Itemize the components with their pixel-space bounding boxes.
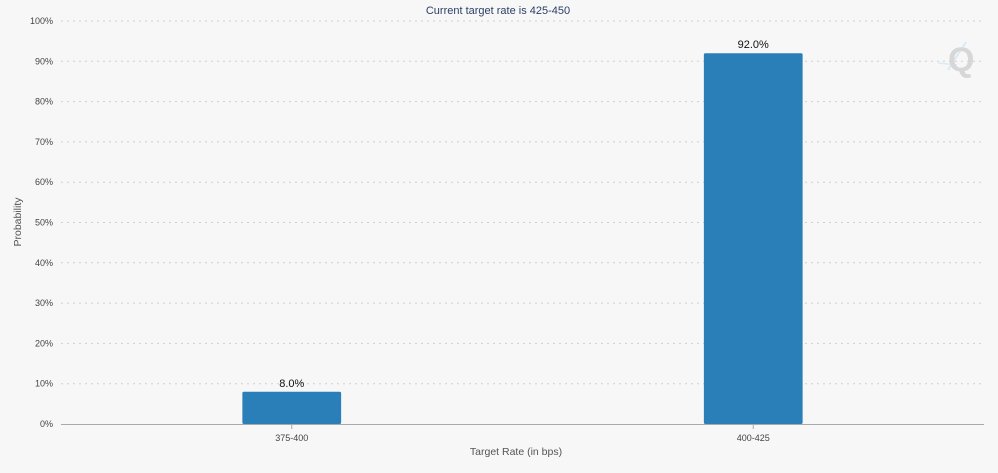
y-tick-label: 30% [35,298,53,308]
data-label-375-400: 8.0% [279,378,304,390]
grid-lines [61,20,984,385]
x-axis-title: Target Rate (in bps) [470,446,562,458]
data-label-400-425: 92.0% [738,39,769,51]
y-tick-label: 40% [35,258,53,268]
x-axis-tick-labels: 375-400 400-425 [275,424,770,443]
y-tick-label: 100% [30,16,53,26]
data-labels: 8.0% 92.0% [279,39,769,390]
bars [242,53,803,425]
svg-text:Q: Q [948,41,974,79]
x-tick-label: 400-425 [737,433,770,443]
y-tick-label: 50% [35,218,53,228]
bar-375-400 [242,391,342,424]
y-axis-title: Probability [12,197,24,247]
x-tick-label: 375-400 [275,433,308,443]
y-tick-label: 80% [35,97,53,107]
bar-400-425 [703,53,803,425]
y-tick-label: 60% [35,177,53,187]
y-tick-label: 20% [35,338,53,348]
y-tick-label: 70% [35,137,53,147]
y-tick-label: 90% [35,56,53,66]
chart-title: Current target rate is 425-450 [426,5,570,17]
y-axis-tick-labels: 0% 10% 20% 30% 40% 50% 60% 70% 80% 90% 100% [30,16,53,429]
y-tick-label: 10% [35,379,53,389]
y-tick-label: 0% [40,419,53,429]
q-watermark-icon: Q [937,41,974,79]
